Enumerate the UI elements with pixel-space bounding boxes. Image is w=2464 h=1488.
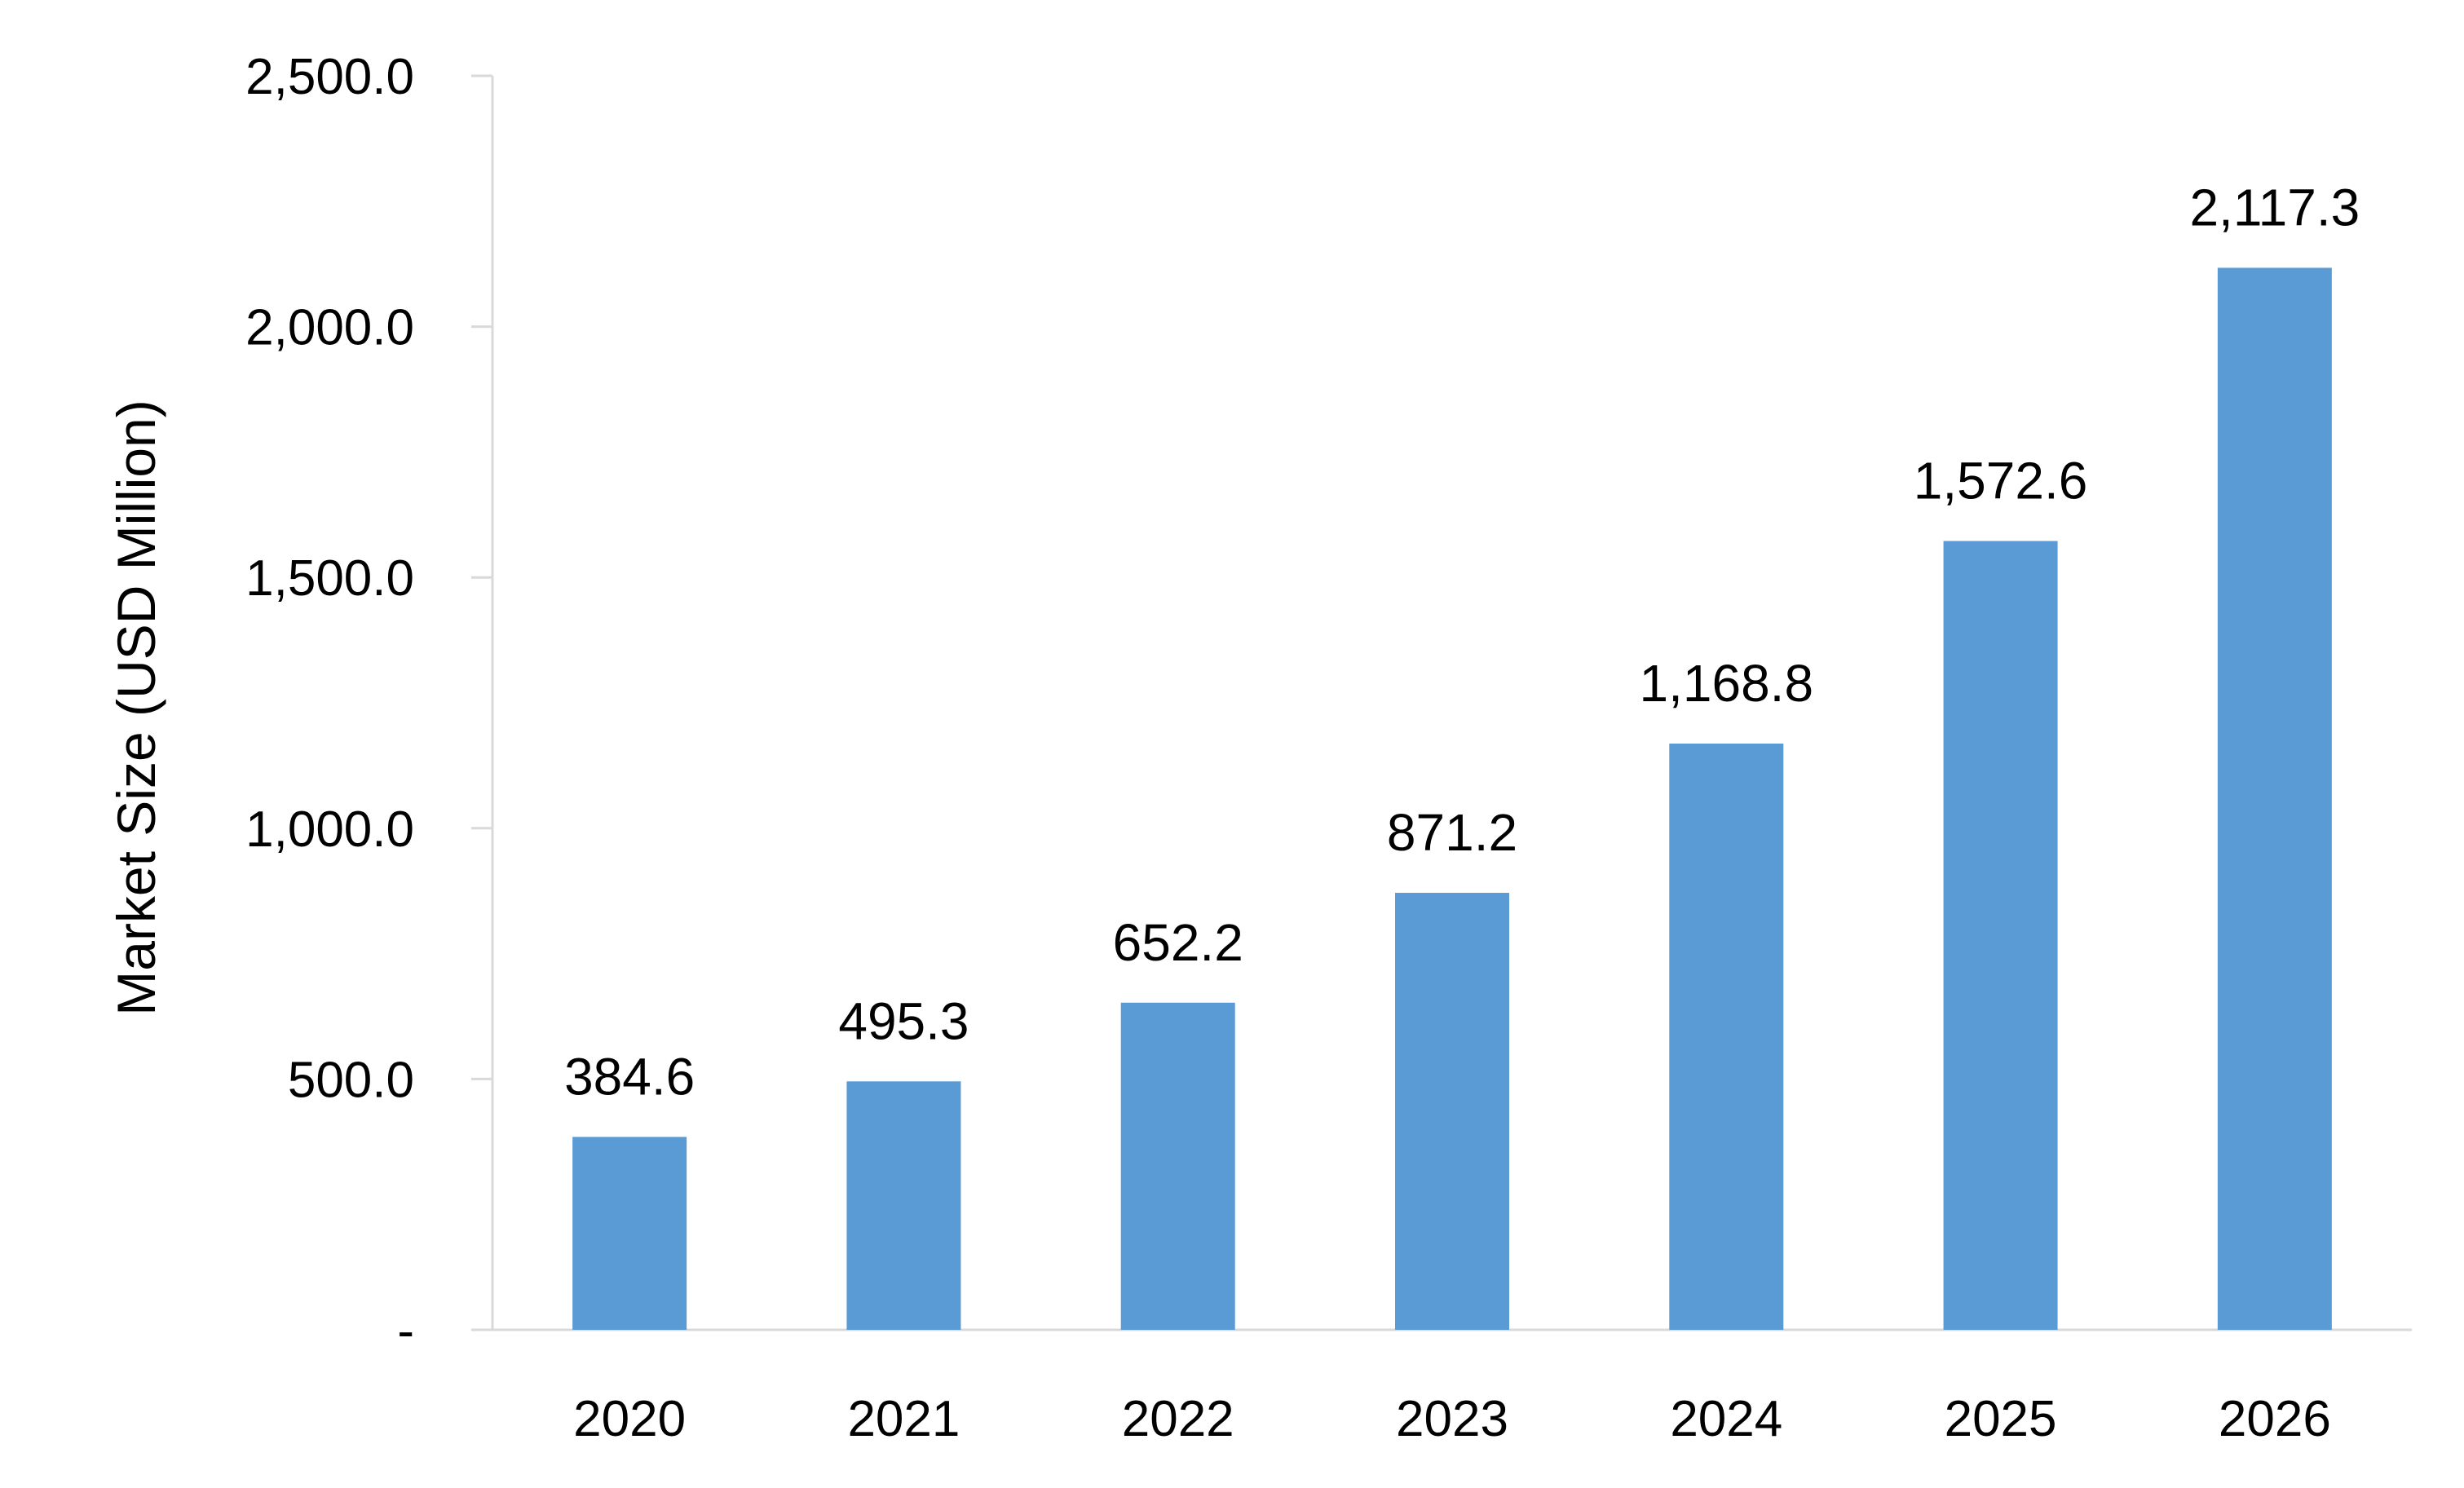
bar-2022 — [1120, 1002, 1235, 1330]
bar-2023 — [1395, 893, 1509, 1330]
x-tick-label-2020: 2020 — [573, 1391, 686, 1447]
labels: - 500.0 1,000.0 1,500.0 2,000.0 2,500.0 384.6 2… — [245, 49, 2360, 1447]
data-label-2026: 2,117.3 — [2189, 178, 2360, 236]
data-label-2023: 871.2 — [1387, 803, 1517, 862]
bars — [572, 267, 2332, 1331]
data-label-2021: 495.3 — [838, 991, 969, 1050]
y-tick-label: - — [397, 1303, 414, 1359]
data-label-2024: 1,168.8 — [1640, 654, 1814, 713]
bar-2026 — [2217, 267, 2332, 1331]
y-axis-title: Market Size (USD Million) — [106, 400, 166, 1015]
bar-2021 — [846, 1081, 961, 1330]
x-tick-label-2022: 2022 — [1122, 1391, 1234, 1447]
y-tick-label: 500.0 — [288, 1052, 414, 1108]
x-tick-label-2024: 2024 — [1670, 1391, 1782, 1447]
data-label-2020: 384.6 — [564, 1047, 695, 1106]
bar-2020 — [572, 1137, 687, 1330]
x-tick-label-2025: 2025 — [1945, 1391, 2057, 1447]
y-tick-label: 1,000.0 — [245, 801, 414, 858]
y-tick-label: 2,500.0 — [245, 49, 414, 105]
x-tick-label-2021: 2021 — [847, 1391, 960, 1447]
x-tick-label-2023: 2023 — [1396, 1391, 1508, 1447]
y-tick-label: 1,500.0 — [245, 550, 414, 607]
bar-2025 — [1943, 541, 2058, 1330]
data-label-2025: 1,572.6 — [1914, 452, 2088, 510]
y-tick-label: 2,000.0 — [245, 300, 414, 356]
bar-2024 — [1669, 743, 1784, 1330]
x-tick-label-2026: 2026 — [2219, 1391, 2331, 1447]
data-label-2022: 652.2 — [1113, 913, 1243, 972]
